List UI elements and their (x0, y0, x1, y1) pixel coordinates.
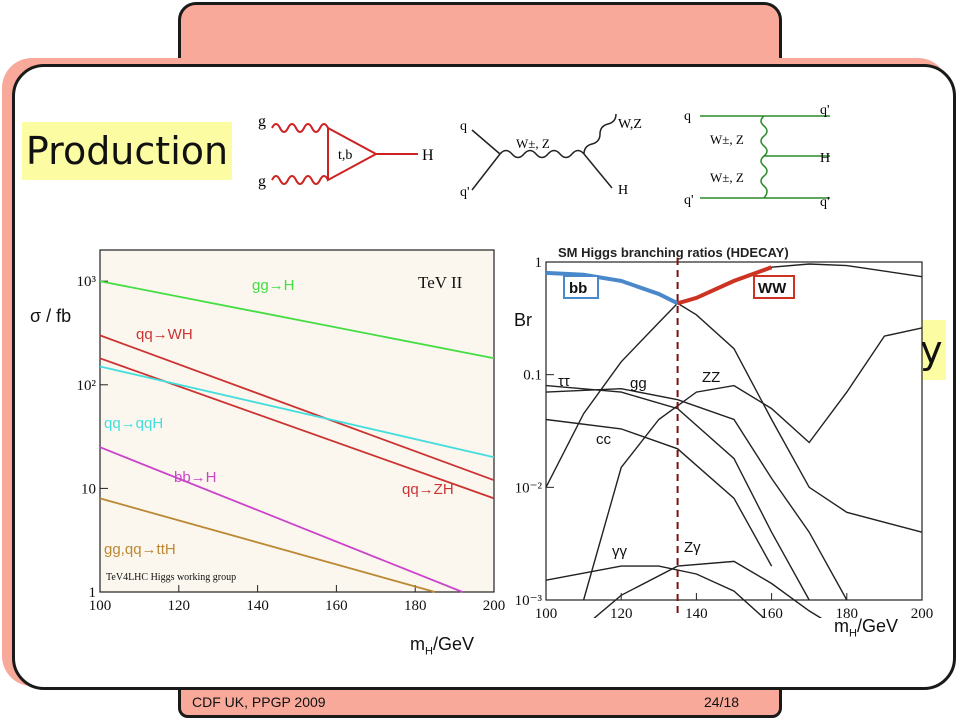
page-number: 24/18 (704, 694, 740, 710)
diagram-label: H (618, 183, 628, 198)
footer-left: CDF UK, PPGP 2009 (192, 694, 326, 710)
diagram-label: g (258, 113, 266, 130)
series-line (545, 384, 810, 601)
x-tick-label: 140 (685, 606, 708, 618)
chart-title: SM Higgs branching ratios (HDECAY) (558, 245, 789, 260)
diagram-label: q' (820, 103, 830, 118)
diagram-label: W±, Z (710, 132, 744, 147)
y-tick-label: 10⁻³ (515, 593, 543, 609)
series-line (545, 387, 848, 601)
boson-lines (760, 115, 768, 199)
diagram-label: q (684, 109, 691, 124)
series-label: gg→H (252, 277, 295, 294)
plot-background (100, 250, 494, 592)
diagram-label: q' (460, 185, 470, 200)
x-tick-label: 120 (168, 598, 191, 614)
series-label: cc (596, 431, 612, 448)
series-label: qq→ZH (402, 481, 454, 498)
series-label: Zγ (684, 539, 701, 556)
boson-out-line (583, 113, 617, 155)
production-label: Production (22, 122, 232, 180)
diagram-vector-boson-fusion: q q' W±, Z W±, Z H q' q' (684, 103, 830, 210)
boson-propagator (499, 149, 585, 159)
y-tick-label: 1 (89, 585, 97, 601)
y-tick-label: 1 (535, 255, 543, 271)
plot-frame (545, 261, 923, 601)
series-line (99, 497, 436, 593)
diagram-label: t,b (338, 148, 352, 163)
series-line (99, 446, 463, 593)
series-label: γγ (612, 543, 628, 560)
ww-box (753, 275, 795, 299)
y-tick-label: 10⁻² (515, 480, 543, 496)
series-line (593, 560, 823, 618)
branching-ratio-chart: 100 120 140 160 180 200 10⁻³ 10⁻² 0.1 1 SM Higgs b… (515, 245, 934, 618)
diagram-associated-production: q q' W±, Z W,Z H (460, 113, 642, 200)
x-tick-label: 100 (535, 606, 558, 618)
quark-line-in (471, 129, 501, 155)
diagram-label: W,Z (618, 117, 642, 132)
diagram-label: q' (820, 195, 830, 210)
x-tick-label: 180 (404, 598, 427, 614)
diagram-label: W±, Z (516, 136, 550, 151)
x-tick-label: 160 (760, 606, 783, 618)
diagram-label: g (258, 173, 266, 190)
series-line (99, 280, 495, 360)
y-axis-label: σ / fb (30, 306, 72, 326)
x-tick-label: 200 (911, 606, 934, 618)
series-line (545, 418, 773, 567)
x-tick-label: 200 (483, 598, 506, 614)
series-line (99, 365, 495, 459)
y-tick-label: 10² (77, 378, 97, 394)
diagram-label: q (460, 119, 467, 134)
x-tick-label: 140 (246, 598, 269, 614)
bb-highlight (545, 270, 679, 306)
x-axis-label: mH/GeV (410, 634, 474, 658)
production-cross-section-chart: 100 120 140 160 180 200 1 10 10² 10³ TeV II TeV4LHC… (77, 249, 506, 614)
gluon-line-top (271, 123, 329, 133)
series-line (582, 327, 923, 601)
chart-footnote: TeV4LHC Higgs working group (106, 572, 236, 583)
x-tick-label: 160 (325, 598, 348, 614)
series-label: bb→H (174, 469, 217, 486)
diagram-gluon-fusion: g g t,b H (258, 113, 434, 190)
antiquark-line-in (471, 153, 501, 191)
y-axis-label: Br (514, 310, 532, 330)
y-tick-label: 10³ (77, 274, 97, 290)
x-tick-label: 100 (89, 598, 112, 614)
x-tick-label: 120 (610, 606, 633, 618)
plot-background (546, 262, 922, 600)
quark-loop (327, 126, 379, 182)
series-line (99, 334, 495, 482)
series-label: WW (758, 280, 787, 297)
ww-highlight (677, 265, 773, 306)
y-tick-label: 0.1 (523, 368, 542, 384)
diagram-label: W±, Z (710, 170, 744, 185)
series-label: qq→qqH (104, 415, 163, 432)
series-label: bb (569, 280, 587, 297)
diagram-label: q' (684, 193, 694, 208)
y-tick-label: 10 (81, 481, 96, 497)
series-label: gg,qq→ttH (104, 541, 176, 558)
diagram-label: H (820, 151, 830, 166)
gluon-line-bottom (271, 175, 329, 185)
chart-title: TeV II (418, 273, 463, 292)
series-label: ττ (558, 373, 570, 390)
series-label: gg (630, 375, 647, 392)
plot-frame (99, 249, 495, 593)
higgs-line (583, 153, 613, 189)
bb-box (563, 275, 599, 299)
series-label: qq→WH (136, 326, 193, 343)
diagram-label: H (422, 147, 434, 164)
x-axis-label: mH/GeV (834, 616, 898, 640)
series-label: ZZ (702, 369, 720, 386)
x-tick-label: 180 (836, 606, 859, 618)
